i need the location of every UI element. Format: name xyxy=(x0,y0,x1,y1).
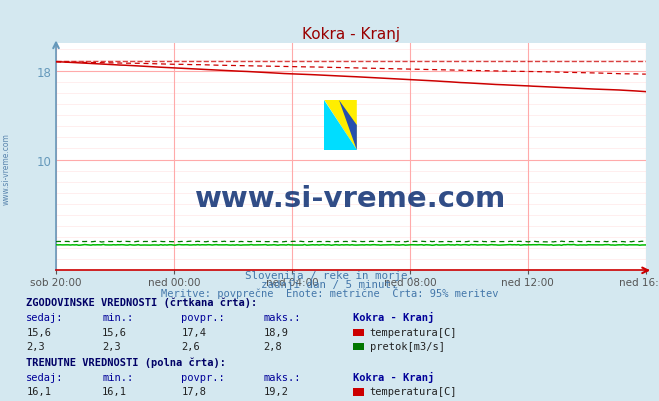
Text: povpr.:: povpr.: xyxy=(181,312,225,322)
Text: ZGODOVINSKE VREDNOSTI (črtkana črta):: ZGODOVINSKE VREDNOSTI (črtkana črta): xyxy=(26,297,258,308)
Text: Slovenija / reke in morje.: Slovenija / reke in morje. xyxy=(245,271,414,281)
Text: sedaj:: sedaj: xyxy=(26,312,64,322)
Polygon shape xyxy=(324,101,357,151)
Text: min.:: min.: xyxy=(102,372,133,382)
Text: 18,9: 18,9 xyxy=(264,327,289,337)
Polygon shape xyxy=(324,101,357,151)
Text: maks.:: maks.: xyxy=(264,372,301,382)
Text: Kokra - Kranj: Kokra - Kranj xyxy=(353,311,434,322)
Text: www.si-vreme.com: www.si-vreme.com xyxy=(2,133,11,204)
Text: 2,8: 2,8 xyxy=(264,341,282,351)
Title: Kokra - Kranj: Kokra - Kranj xyxy=(302,26,400,42)
Text: maks.:: maks.: xyxy=(264,312,301,322)
Text: temperatura[C]: temperatura[C] xyxy=(370,387,457,397)
Polygon shape xyxy=(339,101,357,151)
Text: zadnji dan / 5 minut.: zadnji dan / 5 minut. xyxy=(261,279,398,290)
Text: 17,4: 17,4 xyxy=(181,327,206,337)
Text: Meritve: povprečne  Enote: metrične  Črta: 95% meritev: Meritve: povprečne Enote: metrične Črta:… xyxy=(161,286,498,298)
Text: sedaj:: sedaj: xyxy=(26,372,64,382)
Text: 15,6: 15,6 xyxy=(26,327,51,337)
Text: www.si-vreme.com: www.si-vreme.com xyxy=(195,184,507,212)
Text: TRENUTNE VREDNOSTI (polna črta):: TRENUTNE VREDNOSTI (polna črta): xyxy=(26,357,226,367)
Text: temperatura[C]: temperatura[C] xyxy=(370,327,457,337)
Text: 15,6: 15,6 xyxy=(102,327,127,337)
Text: povpr.:: povpr.: xyxy=(181,372,225,382)
Text: 2,3: 2,3 xyxy=(26,341,45,351)
Text: pretok[m3/s]: pretok[m3/s] xyxy=(370,341,445,351)
Text: 2,6: 2,6 xyxy=(181,341,200,351)
Text: 2,3: 2,3 xyxy=(102,341,121,351)
Text: min.:: min.: xyxy=(102,312,133,322)
Text: 19,2: 19,2 xyxy=(264,387,289,397)
Text: 16,1: 16,1 xyxy=(26,387,51,397)
Text: Kokra - Kranj: Kokra - Kranj xyxy=(353,371,434,382)
Text: 17,8: 17,8 xyxy=(181,387,206,397)
Text: 16,1: 16,1 xyxy=(102,387,127,397)
